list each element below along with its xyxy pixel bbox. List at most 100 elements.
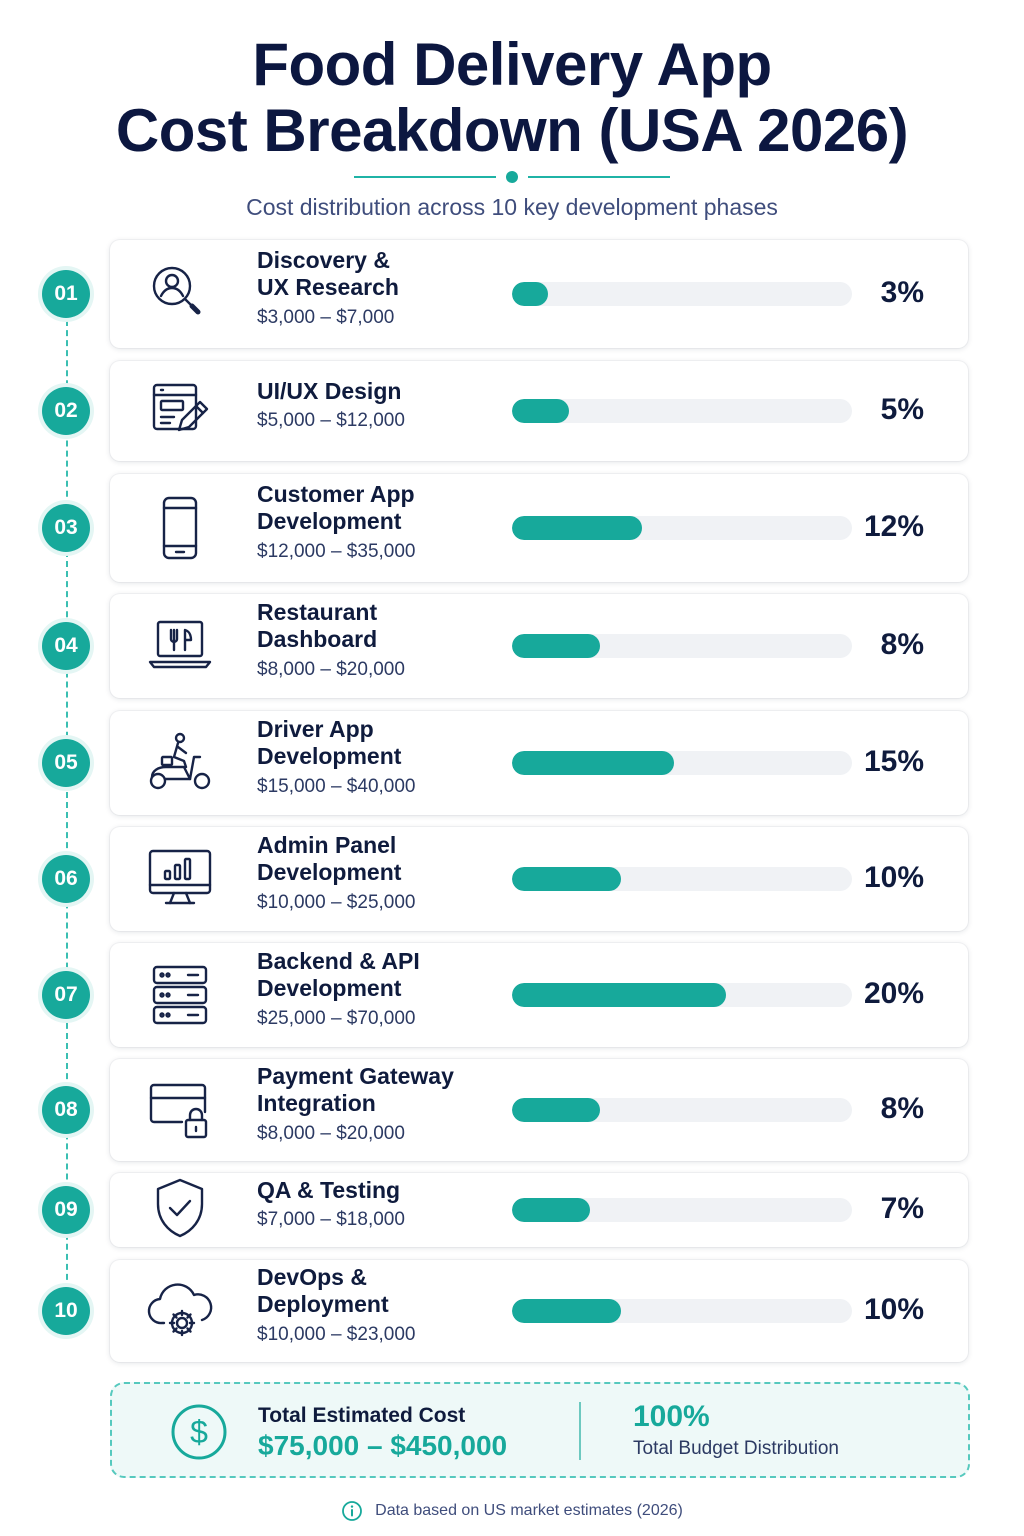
bar-fill bbox=[512, 751, 674, 775]
phase-cost-range: $7,000 – $18,000 bbox=[257, 1209, 405, 1230]
phase-name: QA & Testing bbox=[257, 1177, 400, 1204]
cost-row: Restaurant Dashboard $8,000 – $20,000 8% bbox=[110, 594, 968, 698]
phase-percent: 20% bbox=[863, 977, 924, 1010]
card-lock-icon bbox=[144, 1074, 216, 1146]
laptop-cutlery-icon bbox=[144, 610, 216, 682]
phase-name-line-1: Customer App bbox=[257, 481, 415, 507]
step-number-09: 09 bbox=[42, 1186, 90, 1234]
phase-name: Admin Panel Development bbox=[257, 832, 401, 886]
phase-cost-range: $10,000 – $25,000 bbox=[257, 892, 416, 913]
phase-name: Customer App Development bbox=[257, 481, 415, 535]
bar-fill bbox=[512, 516, 642, 540]
phase-cost-range: $15,000 – $40,000 bbox=[257, 776, 416, 797]
phase-name: Backend & API Development bbox=[257, 948, 420, 1002]
phase-name: DevOps & Deployment bbox=[257, 1264, 389, 1318]
info-icon bbox=[342, 1501, 363, 1521]
bar-track bbox=[512, 1299, 852, 1323]
phase-cost-range: $10,000 – $23,000 bbox=[257, 1324, 416, 1345]
cost-row: Backend & API Development $25,000 – $70,00… bbox=[110, 943, 968, 1047]
bar-fill bbox=[512, 282, 548, 306]
phase-name-line-2: Development bbox=[257, 859, 402, 885]
phase-name-line-2: Deployment bbox=[257, 1291, 389, 1317]
step-number-08: 08 bbox=[42, 1086, 90, 1134]
svg-text:$: $ bbox=[190, 1414, 208, 1450]
timeline-line bbox=[66, 310, 68, 1300]
phase-percent: 10% bbox=[863, 1293, 924, 1326]
phase-cost-range: $25,000 – $70,000 bbox=[257, 1008, 416, 1029]
total-separator bbox=[579, 1402, 581, 1460]
dollar-circle-icon: $ bbox=[171, 1404, 227, 1460]
cost-row: Driver App Development $15,000 – $40,000 15… bbox=[110, 711, 968, 815]
bar-fill bbox=[512, 867, 621, 891]
footnote: Data based on US market estimates (2026) bbox=[0, 1500, 1024, 1522]
total-percent-label: Total Budget Distribution bbox=[633, 1438, 839, 1459]
phase-percent: 12% bbox=[863, 510, 924, 543]
bar-fill bbox=[512, 399, 569, 423]
step-number-01: 01 bbox=[42, 270, 90, 318]
cost-row: DevOps & Deployment $10,000 – $23,000 10% bbox=[110, 1260, 968, 1362]
phase-name-line-1: Backend & API bbox=[257, 948, 420, 974]
phase-cost-range: $8,000 – $20,000 bbox=[257, 1123, 405, 1144]
total-label: Total Estimated Cost bbox=[258, 1404, 466, 1427]
cost-row: Payment Gateway Integration $8,000 – $20,0… bbox=[110, 1059, 968, 1161]
phase-name-line-2: Development bbox=[257, 975, 402, 1001]
step-number-05: 05 bbox=[42, 739, 90, 787]
bar-track bbox=[512, 1098, 852, 1122]
cost-row: Customer App Development $12,000 – $35,000… bbox=[110, 474, 968, 582]
phase-name: Driver App Development bbox=[257, 716, 401, 770]
phase-name-line-1: Discovery & bbox=[257, 247, 390, 273]
subtitle: Cost distribution across 10 key developm… bbox=[246, 194, 778, 220]
phase-name-line-1: Restaurant bbox=[257, 599, 378, 625]
bar-fill bbox=[512, 634, 600, 658]
phase-cost-range: $12,000 – $35,000 bbox=[257, 541, 416, 562]
step-number-02: 02 bbox=[42, 387, 90, 435]
phase-name: Payment Gateway Integration bbox=[257, 1063, 454, 1117]
phase-percent: 8% bbox=[880, 628, 924, 661]
footnote-text: Data based on US market estimates (2026) bbox=[375, 1502, 683, 1519]
phase-name-line-1: Payment Gateway bbox=[257, 1063, 454, 1089]
phase-name-line-1: Driver App bbox=[257, 716, 374, 742]
phase-name-line-1: Admin Panel bbox=[257, 832, 397, 858]
bar-track bbox=[512, 282, 852, 306]
smartphone-icon bbox=[144, 492, 216, 564]
step-number-10: 10 bbox=[42, 1287, 90, 1335]
bar-fill bbox=[512, 1198, 590, 1222]
phase-percent: 7% bbox=[880, 1192, 924, 1225]
phase-name-line-2: Dashboard bbox=[257, 626, 378, 652]
bar-track bbox=[512, 867, 852, 891]
total-value: $75,000 – $450,000 bbox=[258, 1430, 508, 1461]
server-icon bbox=[144, 959, 216, 1031]
phase-name-line-1: DevOps & bbox=[257, 1264, 367, 1290]
page-title-line-1: Food Delivery App bbox=[252, 31, 772, 98]
phase-percent: 5% bbox=[880, 393, 924, 426]
total-percent: 100% bbox=[633, 1400, 710, 1433]
user-search-icon bbox=[144, 258, 216, 330]
cost-row: Discovery & UX Research $3,000 – $7,000 3% bbox=[110, 240, 968, 348]
phase-name: Discovery & UX Research bbox=[257, 247, 399, 301]
phase-name-line-1: UI/UX Design bbox=[257, 378, 402, 404]
total-cost-card: $ Total Estimated Cost $75,000 – $450,00… bbox=[110, 1382, 970, 1478]
monitor-chart-icon bbox=[144, 843, 216, 915]
cloud-gear-icon bbox=[144, 1275, 216, 1347]
step-number-04: 04 bbox=[42, 622, 90, 670]
bar-track bbox=[512, 399, 852, 423]
bar-track bbox=[512, 751, 852, 775]
phase-name-line-1: QA & Testing bbox=[257, 1177, 401, 1203]
phase-name: UI/UX Design bbox=[257, 378, 401, 405]
phase-percent: 3% bbox=[880, 276, 924, 309]
bar-track bbox=[512, 634, 852, 658]
step-number-07: 07 bbox=[42, 971, 90, 1019]
phase-cost-range: $3,000 – $7,000 bbox=[257, 307, 395, 328]
cost-row: Admin Panel Development $10,000 – $25,000 1… bbox=[110, 827, 968, 931]
cost-row: QA & Testing $7,000 – $18,000 7% bbox=[110, 1173, 968, 1247]
scooter-rider-icon bbox=[144, 727, 216, 799]
title-divider bbox=[354, 170, 670, 184]
bar-fill bbox=[512, 1299, 621, 1323]
step-number-06: 06 bbox=[42, 855, 90, 903]
design-pencil-icon bbox=[144, 375, 216, 447]
phase-cost-range: $5,000 – $12,000 bbox=[257, 410, 405, 431]
bar-fill bbox=[512, 983, 726, 1007]
phase-percent: 15% bbox=[863, 745, 924, 778]
phase-percent: 10% bbox=[863, 861, 924, 894]
page-title-line-2: Cost Breakdown (USA 2026) bbox=[115, 97, 909, 164]
